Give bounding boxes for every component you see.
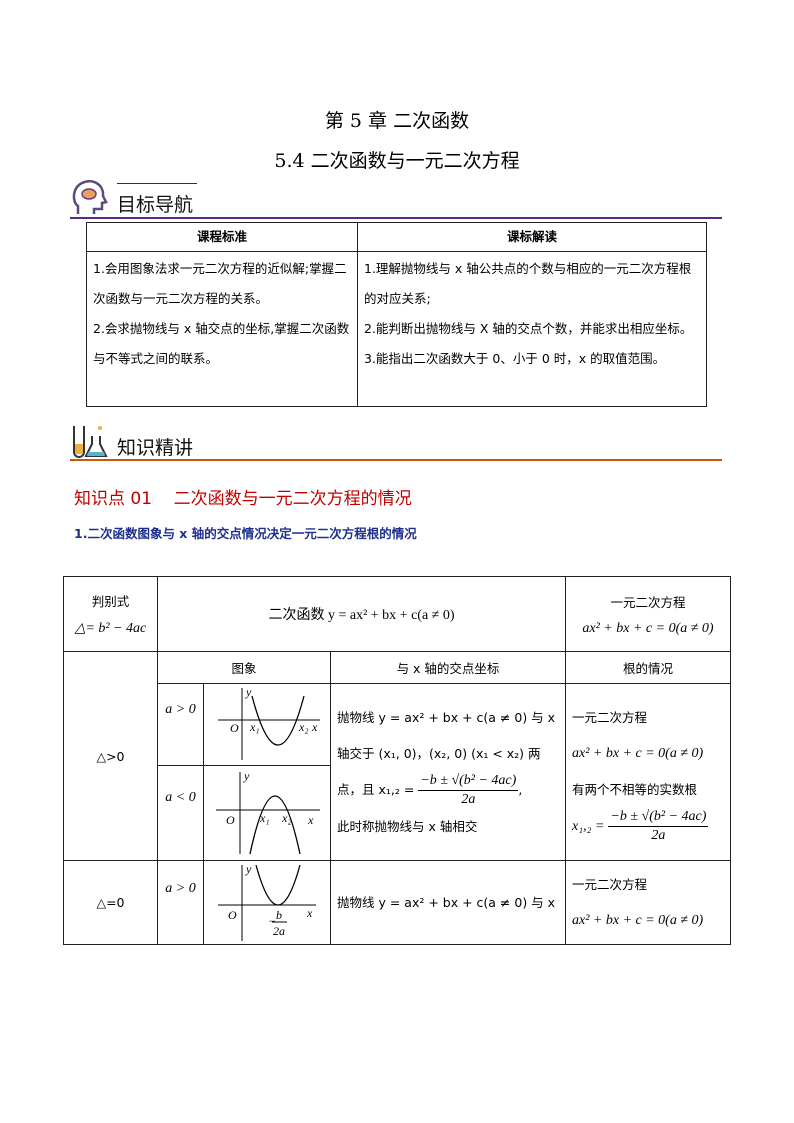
equation-formula: ax² + bx + c = 0(a ≠ 0) <box>582 620 714 636</box>
parabola-down-two-roots-graph: y O x₁ x₂ x <box>216 769 320 854</box>
svg-text:x₂: x₂ <box>281 811 292 825</box>
function-header-text: 二次函数 y = ax² + bx + c(a ≠ 0) <box>268 608 455 623</box>
svg-text:x₁: x₁ <box>249 720 260 734</box>
graph-cell: y O x₁ x₂ x <box>203 683 331 766</box>
svg-text:O: O <box>230 721 239 735</box>
lab-flask-icon <box>73 426 108 458</box>
svg-text:y: y <box>245 862 252 876</box>
roots-text: 一元二次方程 <box>572 709 648 725</box>
goals-table: 课程标准 课标解读 1.会用图象法求一元二次方程的近似解;掌握二次函数与一元二次方… <box>86 222 707 407</box>
intersection-cell: 抛物线 y = ax² + bx + c(a ≠ 0) 与 x 轴交于 (x₁,… <box>330 683 566 861</box>
case-zero: △=0 <box>63 860 158 945</box>
intersection-text: 抛物线 y = ax² + bx + c(a ≠ 0) 与 x <box>337 709 556 725</box>
parabola-up-two-roots-graph: y O x₁ x₂ x <box>218 685 320 760</box>
standard-item: 2.会求抛物线与 x 轴交点的坐标,掌握二次函数与不等式之间的联系。 <box>93 321 350 366</box>
roots-text: ax² + bx + c = 0(a ≠ 0) <box>572 912 704 928</box>
function-header: 二次函数 y = ax² + bx + c(a ≠ 0) <box>157 576 566 652</box>
roots-text: 一元二次方程 <box>572 876 648 892</box>
svg-text:−: − <box>268 914 276 928</box>
interpretation-item: 3.能指出二次函数大于 0、小于 0 时，x 的取值范围。 <box>364 351 666 366</box>
equation-header: 一元二次方程 <box>610 594 686 610</box>
a-negative-label: a < 0 <box>157 765 204 861</box>
parabola-tangent-graph: y O x − b 2a <box>218 862 316 941</box>
svg-text:y: y <box>245 685 252 699</box>
root-formula: −b ± √(b² − 4ac) 2a <box>418 772 519 807</box>
section-heading-goals: 目标导航 <box>117 194 194 216</box>
section-divider <box>70 459 722 461</box>
header-standard-interpretation: 课标解读 <box>357 222 707 252</box>
knowledge-point-title: 知识点 01 二次函数与一元二次方程的情况 <box>74 489 412 509</box>
svg-text:x: x <box>311 720 318 734</box>
divider <box>117 183 197 184</box>
section-title: 5.4 二次函数与一元二次方程 <box>274 150 520 172</box>
roots-text: ax² + bx + c = 0(a ≠ 0) <box>572 745 704 761</box>
svg-text:x₂: x₂ <box>298 720 309 734</box>
svg-text:2a: 2a <box>273 924 285 938</box>
header-intersection: 与 x 轴的交点坐标 <box>330 651 566 684</box>
case-positive: △>0 <box>63 651 158 861</box>
interpretation-item: 2.能判断出抛物线与 X 轴的交点个数，并能求出相应坐标。 <box>364 321 693 336</box>
chapter-title: 第 5 章 二次函数 <box>324 110 470 132</box>
section-heading-knowledge: 知识精讲 <box>117 437 194 459</box>
discriminant-formula: △= b² − 4ac <box>74 621 147 636</box>
svg-text:x: x <box>307 813 314 827</box>
svg-text:x₁: x₁ <box>259 811 270 825</box>
discriminant-table: 判别式 △= b² − 4ac 二次函数 y = ax² + bx + c(a ≠… <box>63 576 731 945</box>
svg-text:y: y <box>243 769 250 783</box>
interpretation-item: 1.理解抛物线与 x 轴公共点的个数与相应的一元二次方程根的对应关系; <box>364 261 692 306</box>
root-formula: −b ± √(b² − 4ac) 2a <box>608 808 709 843</box>
header-roots: 根的情况 <box>565 651 731 684</box>
graph-cell: y O x − b 2a <box>203 860 331 945</box>
intersection-text: 此时称抛物线与 x 轴相交 <box>337 818 478 834</box>
a-positive-label: a > 0 <box>157 683 204 766</box>
discriminant-label: 判别式 <box>91 594 130 609</box>
roots-text: 有两个不相等的实数根 <box>572 781 698 797</box>
head-brain-icon <box>72 179 108 214</box>
subheading: 1.二次函数图象与 x 轴的交点情况决定一元二次方程根的情况 <box>74 526 417 541</box>
svg-text:b: b <box>276 908 282 922</box>
section-divider <box>70 217 722 219</box>
header-course-standard: 课程标准 <box>86 222 358 252</box>
intersection-text: 轴交于 (x₁, 0)，(x₂, 0) (x₁ < x₂) 两 <box>337 745 541 761</box>
svg-text:O: O <box>228 908 237 922</box>
svg-text:O: O <box>226 813 235 827</box>
roots-cell: 一元二次方程 ax² + bx + c = 0(a ≠ 0) 有两个不相等的实数… <box>565 683 731 861</box>
intersection-text: 点，且 x₁,₂ = <box>337 781 415 797</box>
standard-item: 1.会用图象法求一元二次方程的近似解;掌握二次函数与一元二次方程的关系。 <box>93 261 347 306</box>
header-graph: 图象 <box>157 651 331 684</box>
intersection-text: 抛物线 y = ax² + bx + c(a ≠ 0) 与 x <box>330 860 566 945</box>
a-positive-label: a > 0 <box>157 860 204 945</box>
graph-cell: y O x₁ x₂ x <box>203 765 331 861</box>
svg-text:x: x <box>306 906 313 920</box>
